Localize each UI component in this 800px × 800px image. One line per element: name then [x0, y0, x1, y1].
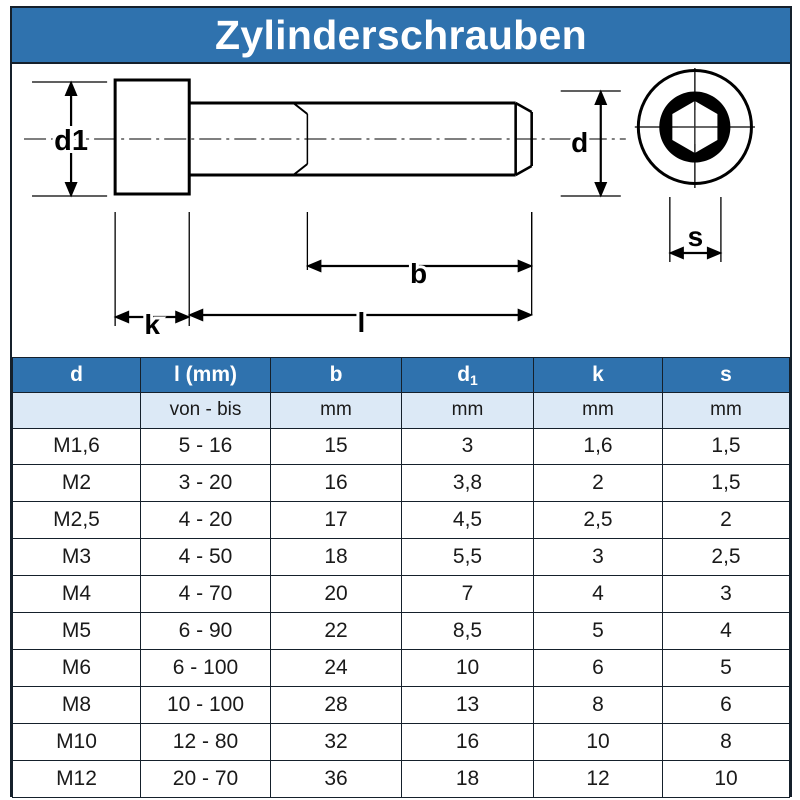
svg-text:b: b — [410, 258, 427, 289]
svg-text:k: k — [144, 309, 160, 340]
svg-text:d1: d1 — [54, 125, 88, 157]
svg-text:s: s — [688, 221, 704, 252]
svg-text:d: d — [571, 127, 588, 158]
svg-text:l: l — [358, 307, 366, 338]
